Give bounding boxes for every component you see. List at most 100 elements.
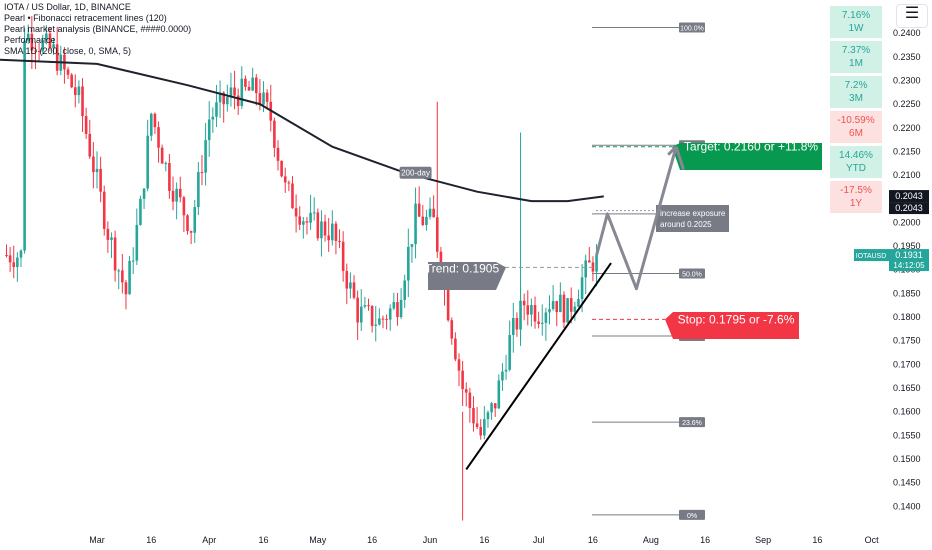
fib-label-box [679,22,705,33]
time-tick-label: Jun [423,535,438,545]
price-tick-label: 0.2300 [893,75,921,85]
price-tick-label: 0.2400 [893,28,921,38]
candle-body [273,120,276,148]
candle-body [283,176,287,183]
price-tick-label: 0.2350 [893,52,921,62]
candle-body [77,86,81,96]
candle-body [334,223,338,241]
candle-body [363,305,367,307]
candle-body [526,305,530,315]
candle-body [160,147,164,164]
candle-body [446,287,450,321]
symbol-tag-box [854,249,889,262]
perf-cell-1y: -17.5% 1Y [830,181,882,213]
candle-body [233,87,236,96]
candle-body [287,182,291,184]
candle-body [428,208,432,217]
candle-body [320,221,323,239]
fib-level-label: 0% [687,513,697,520]
price-tag-box [889,202,929,215]
candle-body [435,217,439,252]
time-tick-label: 16 [367,535,377,545]
candle-body [41,40,44,52]
stop-label: Stop: 0.1795 or -7.6% [678,312,795,326]
candle-body [37,50,41,52]
candle-body [121,270,124,283]
candle-body [537,321,540,324]
candle-body [139,198,142,225]
symbol-title[interactable]: IOTA / US Dollar, 1D, BINANCE [4,2,131,12]
candle-body [425,216,428,225]
candle-body [464,389,468,393]
candle-body [258,93,262,105]
trend-label-box [428,262,506,290]
candle-body [186,215,189,232]
candle-body [48,33,52,49]
candle-body [490,403,493,413]
candle-body [229,87,233,98]
price-tick-label: 0.2150 [893,146,921,156]
candle-body [309,212,312,223]
candle-body [135,224,139,261]
candle-body [483,419,486,436]
candle-body [421,216,425,225]
candle-body [312,212,316,214]
candle-body [562,294,566,323]
candle-body [171,190,175,202]
candle-body [26,33,30,41]
candle-body [577,299,580,307]
candle-body [142,188,146,199]
candle-body [403,280,406,300]
stop-label-box [665,312,799,339]
candle-body [298,216,302,225]
candle-body [508,335,511,370]
candle-body [265,92,269,102]
candle-body [367,305,370,307]
candle-body [193,207,197,233]
performance-indicator-label[interactable]: Performance [4,35,56,45]
candle-body [555,301,559,313]
price-tick-label: 0.2250 [893,99,921,109]
price-tick-label: 0.2000 [893,217,921,227]
price-tag-box [889,190,929,203]
candle-body [356,297,359,323]
candle-body [189,231,193,233]
candle-body [88,133,92,157]
perf-cell-ytd: 14.46% YTD [830,146,882,178]
candle-body [211,116,215,120]
candle-body [110,237,113,240]
perf-value: 14.46% [839,150,873,161]
candle-body [157,127,160,148]
sma-indicator-label[interactable]: SMA 1D (200, close, 0, SMA, 5) [4,46,132,56]
time-tick-label: 16 [812,535,822,545]
candle-body [414,203,417,245]
time-tick-label: 16 [588,535,598,545]
price-tick-label: 0.1850 [893,288,921,298]
analysis-indicator-label[interactable]: Pearl market analysis (BINANCE, ####0.00… [4,24,192,34]
candle-body [106,228,110,240]
candle-body [55,44,59,71]
chart-legend: IOTA / US Dollar, 1D, BINANCE Pearl • Fi… [4,2,191,57]
candle-body [5,255,8,257]
candle-body [204,140,207,173]
candle-body [168,163,171,191]
candle-body [522,300,526,306]
time-tick-label: Mar [89,535,105,545]
perf-value: 7.37% [841,45,871,56]
candle-body [501,371,504,381]
candle-body [23,40,26,251]
candle-body [128,260,131,295]
hamburger-menu-icon[interactable]: ☰ [896,4,928,28]
time-tick-label: Sep [755,535,771,545]
fib-indicator-label[interactable]: Pearl • Fibonacci retracement lines (120… [4,13,167,23]
performance-panel: 7.16% 1W 7.37% 1M 7.2% 3M -10.59% 6M 14.… [830,6,882,216]
sma-label: 200-day [401,169,430,178]
candle-body [352,282,356,298]
candle-body [341,241,345,272]
candle-body [19,250,23,258]
candle-body [182,197,186,216]
price-tick-label: 0.2200 [893,123,921,133]
candle-body [338,240,341,242]
